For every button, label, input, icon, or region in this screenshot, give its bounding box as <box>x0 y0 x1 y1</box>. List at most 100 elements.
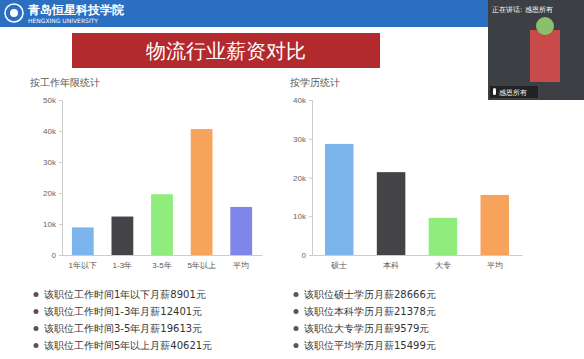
y-tick-label: 30k <box>43 158 57 167</box>
x-tick-label: 1年以下 <box>69 261 97 270</box>
annotation: 该职位工作时间1年以下月薪8901元 <box>44 289 206 300</box>
annotations: 该职位硕士学历月薪28666元该职位本科学历月薪21378元该职位大专学历月薪9… <box>294 289 436 351</box>
y-tick-label: 40k <box>293 96 307 105</box>
x-tick: 平均 <box>233 255 249 270</box>
school-name: 青岛恒星科技学院 <box>27 3 124 17</box>
page: 青岛恒星科技学院HENGXING UNIVERSITY 物流行业薪资对比 正在讲话:… <box>0 0 584 359</box>
x-tick: 3-5年 <box>152 255 172 270</box>
chart-title: 按学历统计 <box>290 77 340 88</box>
y-tick-label: 10k <box>293 212 307 221</box>
slide-title: 物流行业薪资对比 <box>146 39 306 63</box>
video-person <box>530 30 560 82</box>
mic-icon <box>493 88 496 95</box>
y-tick-label: 20k <box>293 174 307 183</box>
y-tick-mark <box>309 100 312 101</box>
y-tick-label: 10k <box>43 220 57 229</box>
bar <box>191 129 213 255</box>
y-axis: 0 10k 20k 30k 40k 50k <box>43 96 62 260</box>
x-tick-label: 硕士 <box>330 261 347 270</box>
y-tick: 40k <box>43 127 62 136</box>
x-axis-line <box>313 255 523 256</box>
y-tick: 10k <box>43 220 62 229</box>
bullet <box>294 309 299 314</box>
chart-title: 按工作年限统计 <box>30 77 100 88</box>
annotation: 该职位工作时间3-5年月薪19613元 <box>44 323 202 334</box>
y-tick-mark <box>309 139 312 140</box>
bar <box>325 144 354 255</box>
y-tick-mark <box>59 162 62 163</box>
chart-panel: 按工作年限统计 0 10k 20k 30k 40k 50k 1年以下 1-3年 3-5年 5年以上 平… <box>30 77 263 351</box>
bar <box>429 218 458 255</box>
x-tick-label: 本科 <box>383 261 399 270</box>
y-tick-label: 30k <box>293 135 307 144</box>
y-tick: 10k <box>293 212 312 221</box>
annotation: 该职位硕士学历月薪28666元 <box>304 289 436 300</box>
annotation: 该职位工作时间1-3年月薪12401元 <box>44 306 202 317</box>
annotations: 该职位工作时间1年以下月薪8901元该职位工作时间1-3年月薪12401元该职位… <box>34 289 213 351</box>
y-tick-label: 50k <box>43 96 57 105</box>
bar <box>377 172 406 255</box>
y-tick: 0 <box>302 251 312 260</box>
y-tick-mark <box>59 255 62 256</box>
participant-name: 感恩所有 <box>499 89 527 97</box>
speaking-label: 正在讲话: 感恩所有 <box>492 6 553 14</box>
x-tick: 平均 <box>487 255 503 270</box>
y-tick: 30k <box>293 135 312 144</box>
y-axis: 0 10k 20k 30k 40k <box>293 96 312 260</box>
bullet <box>294 343 299 348</box>
y-tick: 0 <box>52 251 62 260</box>
video-panel <box>488 0 584 100</box>
x-tick: 1-3年 <box>113 255 133 270</box>
name-badge <box>490 86 538 98</box>
x-tick: 硕士 <box>330 255 347 270</box>
y-tick-mark <box>59 100 62 101</box>
bullet <box>294 292 299 297</box>
bullet <box>34 326 39 331</box>
y-tick: 20k <box>43 189 62 198</box>
logo <box>5 4 23 22</box>
x-tick: 本科 <box>383 255 399 270</box>
school-name-en: HENGXING UNIVERSITY <box>28 17 98 24</box>
annotation: 该职位平均学历月薪15499元 <box>304 340 436 351</box>
annotation: 该职位工作时间5年以上月薪40621元 <box>44 340 212 351</box>
bars <box>72 129 252 255</box>
annotation: 该职位本科学历月薪21378元 <box>304 306 436 317</box>
y-tick-mark <box>309 178 312 179</box>
title-banner <box>72 33 380 68</box>
y-tick-mark <box>59 131 62 132</box>
bar <box>481 195 510 255</box>
x-tick: 1年以下 <box>69 255 97 270</box>
y-tick: 20k <box>293 174 312 183</box>
bar <box>72 227 94 255</box>
x-tick-label: 大专 <box>435 261 451 270</box>
x-tick-label: 平均 <box>233 261 249 270</box>
video-person-head <box>536 17 554 35</box>
chart-panel: 按学历统计 0 10k 20k 30k 40k 硕士 本科 大专 平均该职位硕士学历月薪28666… <box>290 77 523 351</box>
bar <box>151 194 173 255</box>
y-tick-mark <box>309 255 312 256</box>
x-axis: 硕士 本科 大专 平均 <box>313 255 523 270</box>
y-tick-label: 0 <box>302 251 307 260</box>
x-axis: 1年以下 1-3年 3-5年 5年以上 平均 <box>63 255 263 270</box>
y-tick-label: 20k <box>43 189 57 198</box>
y-tick-label: 40k <box>43 127 57 136</box>
bullet <box>34 292 39 297</box>
y-axis-line <box>59 101 63 256</box>
x-tick-label: 5年以上 <box>187 261 215 270</box>
x-tick: 大专 <box>435 255 451 270</box>
x-tick-label: 3-5年 <box>152 261 172 270</box>
y-tick: 40k <box>293 96 312 105</box>
y-tick: 30k <box>43 158 62 167</box>
y-tick: 50k <box>43 96 62 105</box>
y-tick-mark <box>59 224 62 225</box>
x-tick-label: 平均 <box>487 261 503 270</box>
bullet <box>34 309 39 314</box>
y-tick-label: 0 <box>52 251 57 260</box>
x-tick-label: 1-3年 <box>113 261 133 270</box>
y-tick-mark <box>59 193 62 194</box>
bullet <box>34 343 39 348</box>
bar <box>112 217 134 255</box>
y-axis-line <box>309 101 313 256</box>
x-axis-line <box>63 255 263 256</box>
bars <box>325 144 509 255</box>
